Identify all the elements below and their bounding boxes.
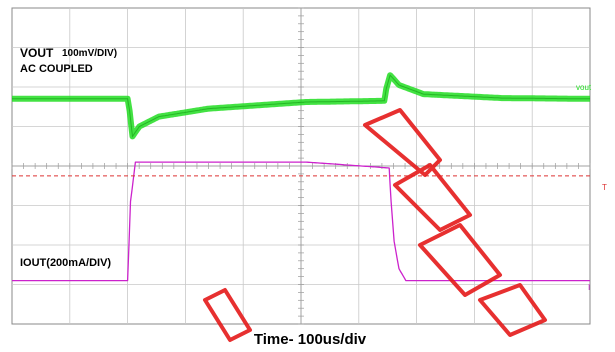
trigger-tag: T (602, 183, 607, 192)
iout-label: IOUT(200mA/DIV) (20, 257, 111, 269)
x-axis-label: Time- 100us/div (254, 331, 367, 348)
vout-channel-tag: vout (576, 83, 592, 92)
graticule-grid (11, 7, 591, 325)
watermark-stamp (203, 108, 547, 342)
vout-scale-label: 100mV/DIV) (62, 48, 117, 59)
iout-channel-tag: I (588, 283, 590, 292)
vout-label: VOUT (20, 46, 54, 60)
vout-coupling-label: AC COUPLED (20, 63, 93, 75)
trace-vout-core (12, 74, 590, 138)
